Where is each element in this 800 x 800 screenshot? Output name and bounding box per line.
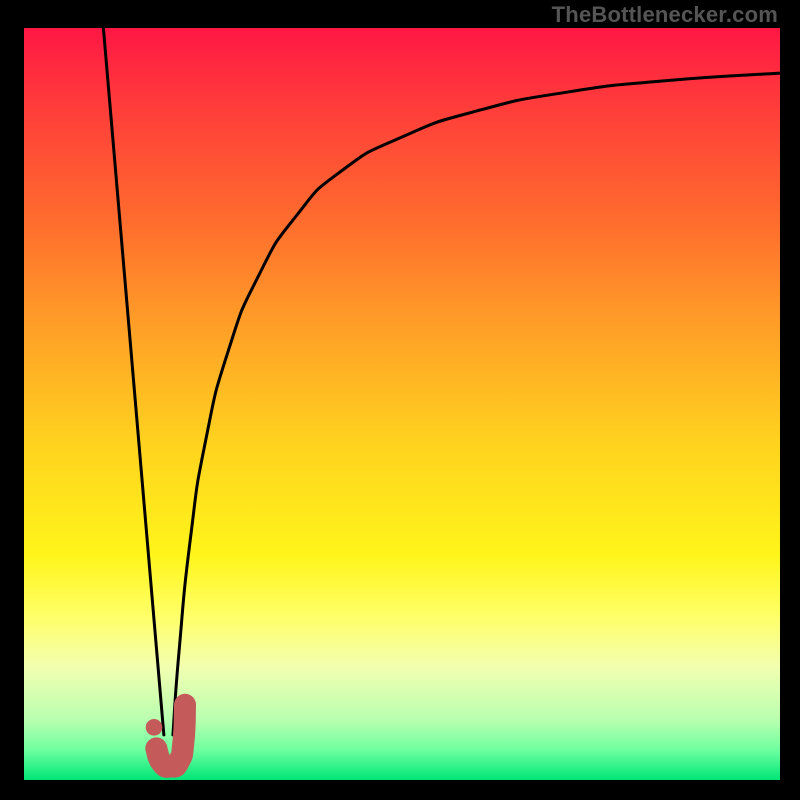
j-marker-dot — [146, 719, 163, 736]
chart-svg — [24, 28, 780, 780]
chart-container: TheBottlenecker.com — [0, 0, 800, 800]
bottleneck-curve — [103, 28, 780, 735]
watermark-text: TheBottlenecker.com — [552, 2, 778, 28]
plot-area — [24, 28, 780, 780]
